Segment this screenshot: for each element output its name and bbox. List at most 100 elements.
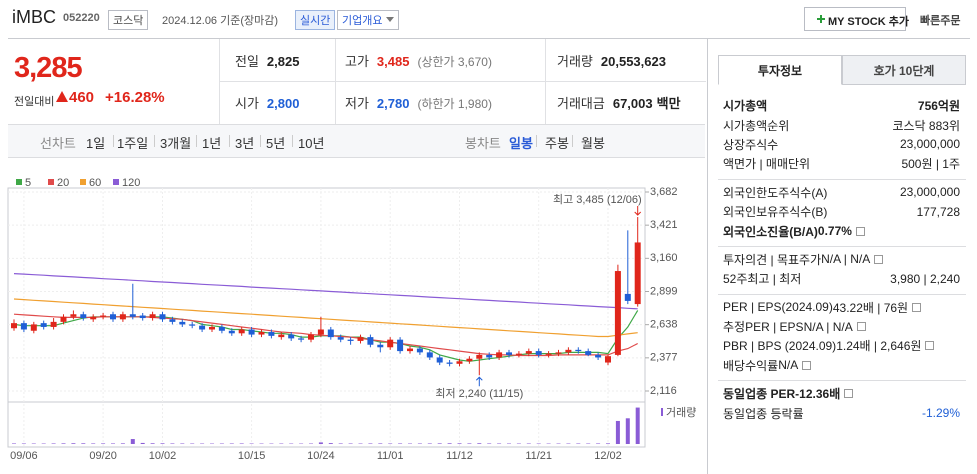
side-label: 동일업종 PER <box>723 387 796 402</box>
stat-note: (하한가 1,980) <box>417 97 492 111</box>
volume-bar <box>635 407 640 444</box>
candle-body <box>159 314 166 320</box>
stat-label: 고가 <box>345 54 369 69</box>
side-row: 시가총액 756억원 <box>718 96 966 115</box>
change-label: 전일대비 <box>14 96 55 108</box>
volume-bar <box>61 443 66 444</box>
candle-body <box>397 339 404 352</box>
volume-bar <box>437 443 442 444</box>
candle-body <box>11 323 17 329</box>
stat-note: (상한가 3,670) <box>417 55 492 69</box>
tab-separator <box>196 135 197 147</box>
period-tab[interactable]: 1년 <box>202 136 222 151</box>
candle-body <box>357 337 364 341</box>
y-tick-label: 3,421 <box>650 219 678 231</box>
volume-bar <box>111 443 115 444</box>
tab-separator <box>260 135 261 147</box>
legend-swatch <box>48 179 54 185</box>
candle-body <box>506 352 512 355</box>
period-tab[interactable]: 5년 <box>266 136 286 151</box>
side-label: 외국인소진율(B/A) <box>723 224 818 239</box>
period-tab[interactable]: 3개월 <box>160 136 192 151</box>
x-tick-label: 11/21 <box>525 450 552 462</box>
y-tick-label: 2,638 <box>650 319 678 331</box>
volume-bar <box>239 443 244 444</box>
legend-label: 20 <box>57 177 69 189</box>
side-label: 외국인보유주식수(B) <box>723 205 828 220</box>
side-label: PBR | BPS (2024.09) <box>723 338 837 353</box>
period-tab[interactable]: 3년 <box>235 136 255 151</box>
side-row: 52주최고 | 최저 3,980 | 2,240 <box>718 269 966 288</box>
volume-bar <box>378 443 383 444</box>
y-tick-label: 3,160 <box>650 252 678 264</box>
candle-tab[interactable]: 일봉 <box>509 136 533 151</box>
side-row: 외국인보유주식수(B) 177,728 <box>718 202 966 221</box>
side-label: 투자의견 | 목표주가 <box>723 252 822 267</box>
side-value: 코스닥 883위 <box>892 118 960 133</box>
candle-body <box>199 325 206 330</box>
stat-value: 67,003 <box>612 96 653 111</box>
info-icon <box>856 322 866 332</box>
candle-body <box>634 242 641 305</box>
mystock-button[interactable]: MY STOCK 추가 <box>804 7 909 31</box>
low-annotation: 최저 2,240 (11/15) <box>435 387 523 400</box>
volume-bar <box>477 443 482 444</box>
side-row: 배당수익률 N/A <box>718 356 966 375</box>
candle-tab[interactable]: 월봉 <box>581 136 605 151</box>
info-icon <box>844 389 854 399</box>
volume-bar <box>368 443 373 444</box>
up-icon <box>56 91 68 102</box>
candle-body <box>268 332 275 336</box>
tab-group-label: 봉차트 <box>465 136 501 151</box>
candle-body <box>426 352 433 358</box>
volume-bar <box>606 443 610 444</box>
x-tick-label: 09/20 <box>89 450 117 462</box>
period-tab[interactable]: 10년 <box>298 136 325 151</box>
price-chart: 2,116 2,377 2,638 2,899 3,160 3,421 3,682 09/06… <box>7 177 696 462</box>
company-button[interactable]: 기업개요 <box>337 10 400 30</box>
side-value: 3,980 | 2,240 <box>890 271 960 286</box>
side-row: 투자의견 | 목표주가 N/A | N/A <box>718 250 966 269</box>
side-row: 시가총액순위 코스닥 883위 <box>718 115 966 134</box>
side-value: N/A | N/A <box>821 252 871 267</box>
side-tab[interactable]: 호가 10단계 <box>842 55 966 85</box>
tab-separator <box>536 135 537 147</box>
period-tab[interactable]: 1주일 <box>117 136 149 151</box>
quick-order[interactable]: 빠른주문 <box>920 15 961 27</box>
stock-name: iMBC <box>12 7 56 27</box>
realtime-button[interactable]: 실시간 <box>295 10 336 30</box>
legend-label: 60 <box>89 177 101 189</box>
stat: 저가 2,780 (하한가 1,980) <box>345 93 492 112</box>
candle-body <box>169 319 176 322</box>
stat-value: 2,800 <box>266 96 300 111</box>
candle-body <box>209 326 215 330</box>
info-icon <box>802 360 812 370</box>
x-tick-label: 10/24 <box>307 450 335 462</box>
x-tick-label: 11/01 <box>377 450 404 462</box>
change-rate: +16.28% <box>105 89 165 106</box>
candle-body <box>60 316 67 322</box>
volume-bar <box>625 418 630 444</box>
period-tab[interactable]: 1일 <box>86 136 106 151</box>
stat-value: 2,780 <box>376 96 410 111</box>
candle-tab[interactable]: 주봉 <box>545 136 569 151</box>
volume-label: 거래량 <box>666 406 696 419</box>
tab-separator <box>154 135 155 147</box>
side-value: 23,000,000 <box>899 137 960 152</box>
candle-body <box>70 314 77 317</box>
stat-value: 20,553,623 <box>600 54 666 69</box>
side-tab[interactable]: 투자정보 <box>718 55 842 85</box>
volume-bar <box>457 443 462 444</box>
volume-legend-icon <box>661 408 663 416</box>
stat-unit: 백만 <box>656 96 681 111</box>
stat-label: 전일 <box>235 54 259 69</box>
volume-bar <box>81 443 86 444</box>
candle-body <box>308 334 314 340</box>
candle-body <box>407 348 413 352</box>
candle-body <box>20 323 27 330</box>
candle-body <box>327 329 334 338</box>
info-icon <box>912 302 922 312</box>
stat: 거래량 20,553,623 <box>557 51 666 70</box>
stock-code: 052220 <box>63 12 100 24</box>
stat-label: 시가 <box>235 96 259 111</box>
